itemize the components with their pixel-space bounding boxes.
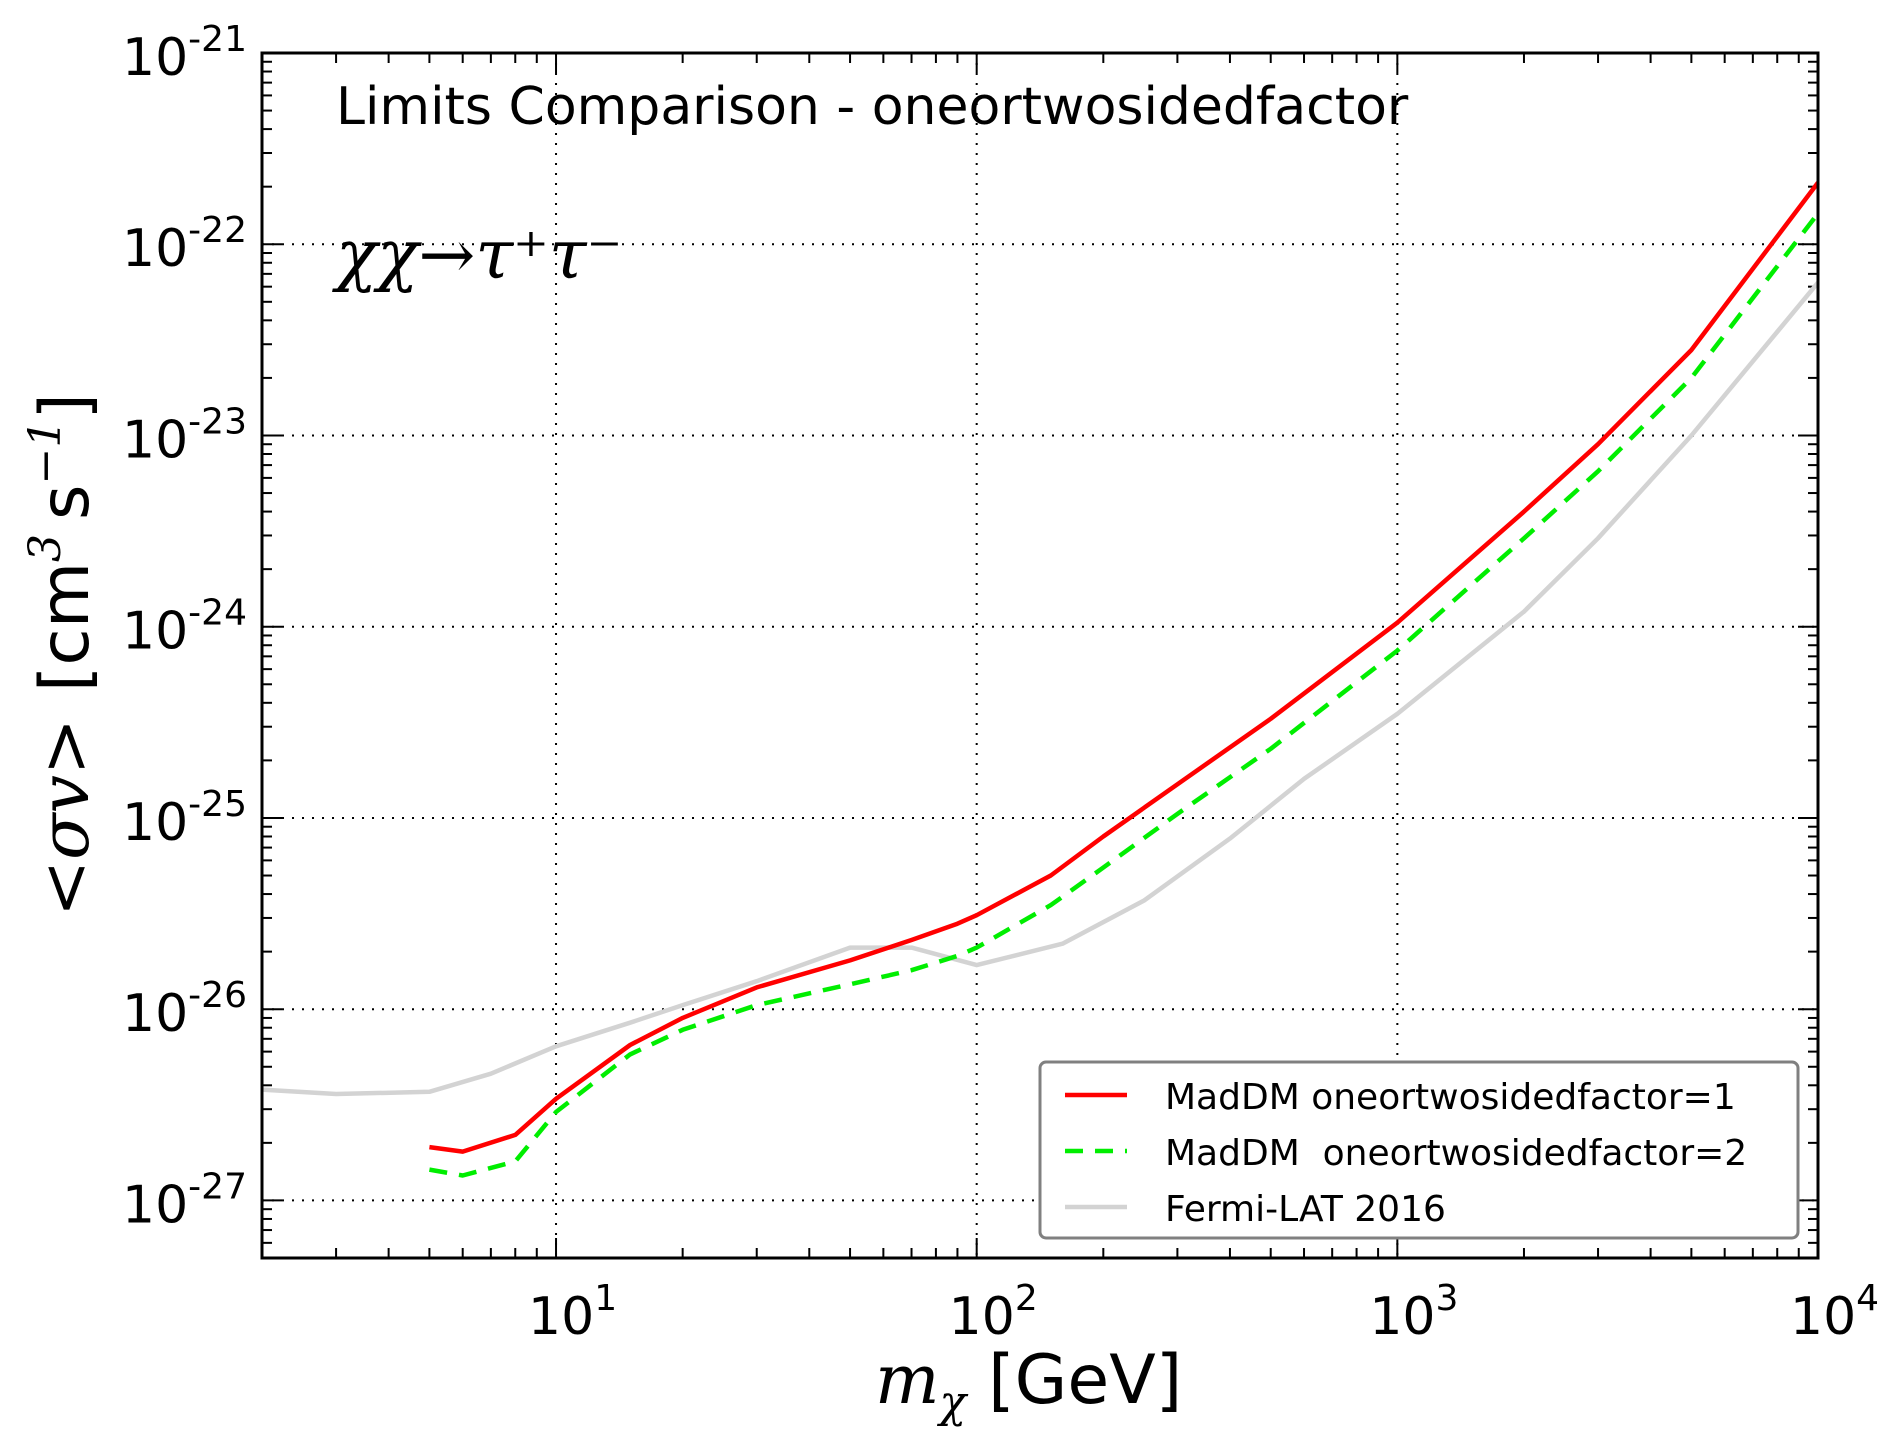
- y-tick-label: 10-23: [122, 401, 247, 470]
- chart-title: Limits Comparison - oneortwosidedfactor: [336, 77, 1409, 137]
- legend: MadDM oneortwosidedfactor=1 MadDM oneortw…: [1038, 1060, 1800, 1240]
- y-axis-unit-close: ]: [26, 393, 105, 420]
- legend-box: [1038, 1060, 1800, 1240]
- y-tick-label: 10-27: [122, 1166, 247, 1235]
- y-tick-label: 10-22: [122, 210, 247, 279]
- x-axis-label: mχ [GeV]: [875, 1341, 1182, 1428]
- series-layer: [261, 181, 1820, 1178]
- y-axis-symbol: <σv>: [26, 718, 105, 917]
- grid-layer: [262, 53, 1818, 1258]
- y-tick-label: 10-21: [122, 19, 247, 88]
- y-tick-label: 10-26: [122, 975, 247, 1044]
- plot-frame: [260, 51, 1820, 1260]
- x-axis-symbol: m: [875, 1341, 939, 1420]
- y-axis-unit-open: [cm: [26, 562, 105, 692]
- y-axis-unit-exp1: 3: [20, 534, 71, 562]
- legend-label-3: Fermi-LAT 2016: [1165, 1189, 1446, 1230]
- process-annotation: χχ→τ⁺τ⁻: [332, 216, 622, 295]
- y-axis-label: <σv> [cm3 s−1]: [20, 393, 105, 917]
- x-axis-subscript: χ: [936, 1377, 968, 1428]
- x-tick-label: 101: [528, 1278, 617, 1347]
- legend-label-1: MadDM oneortwosidedfactor=1: [1165, 1077, 1736, 1118]
- x-tick-label: 102: [949, 1278, 1038, 1347]
- y-axis-unit-s: s: [26, 485, 105, 520]
- tick-label-layer: 101 102 103 104 10-27 10-26 10-25 10-24 10-23 10-…: [122, 19, 1879, 1347]
- legend-label-2: MadDM oneortwosidedfactor=2: [1165, 1133, 1747, 1174]
- y-tick-label: 10-25: [122, 784, 247, 853]
- x-tick-label: 104: [1790, 1278, 1879, 1347]
- y-axis-unit-exp2: −1: [20, 420, 71, 485]
- series-line-1: [429, 181, 1820, 1154]
- x-axis-unit: [GeV]: [988, 1341, 1182, 1420]
- x-tick-label: 103: [1369, 1278, 1458, 1347]
- y-tick-label: 10-24: [122, 593, 247, 662]
- series-line-2: [429, 212, 1820, 1178]
- series-line-3: [261, 281, 1820, 1097]
